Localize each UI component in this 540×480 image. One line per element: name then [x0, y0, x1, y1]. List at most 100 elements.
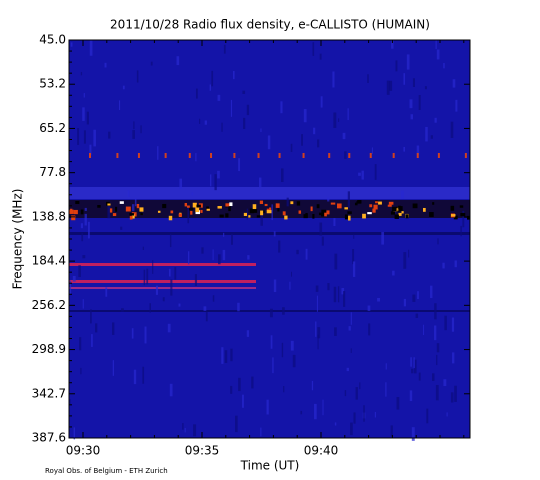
spectrogram-texture: [82, 299, 84, 309]
spectrogram-texture: [417, 291, 419, 300]
spectrogram-texture: [79, 337, 82, 351]
spectrogram-texture: [436, 354, 438, 366]
spectrogram-texture: [112, 213, 117, 217]
spectrogram-texture: [460, 225, 462, 237]
spectrogram-texture: [133, 369, 137, 385]
spectrogram-texture: [411, 427, 415, 441]
spectrogram-texture: [260, 128, 262, 133]
spectrogram-texture: [224, 350, 228, 363]
spectrogram-texture: [353, 234, 355, 239]
spectrogram-texture: [354, 202, 358, 206]
spectrogram-texture: [418, 372, 421, 381]
spectrogram-texture: [144, 326, 147, 344]
spectrogram-texture: [430, 285, 433, 299]
spectrogram-texture: [460, 212, 466, 217]
spectrogram-texture: [139, 207, 144, 212]
spectrogram-texture: [210, 153, 213, 158]
spectrogram-texture: [333, 286, 337, 303]
spectrogram-texture: [330, 202, 336, 205]
spectrogram-texture: [322, 399, 324, 416]
spectrogram-texture: [437, 238, 439, 245]
spectrogram-texture: [269, 207, 272, 211]
spectrogram-texture: [455, 99, 458, 112]
spectrogram-texture: [195, 207, 200, 213]
spectrogram-texture: [282, 211, 286, 216]
spectrogram-texture: [225, 203, 230, 207]
spectrogram-texture: [368, 323, 371, 336]
spectrogram-texture: [317, 327, 321, 339]
spectrogram-texture: [319, 222, 323, 236]
spectrogram-texture: [243, 117, 246, 129]
spectrogram-texture: [348, 326, 351, 331]
spectrogram-texture: [118, 100, 121, 111]
spectrogram-texture: [127, 190, 130, 198]
spectrogram-texture: [70, 42, 73, 47]
spectrogram-texture: [452, 352, 455, 364]
spectrogram-texture: [80, 71, 83, 76]
spectrogram-texture: [206, 206, 209, 210]
spectrogram-texture: [369, 153, 372, 158]
spectrogram-texture: [333, 218, 336, 227]
spectrogram-texture: [82, 107, 85, 121]
spectrogram-texture: [195, 153, 197, 162]
spectrogram-texture: [452, 79, 456, 88]
spectrogram-texture: [129, 215, 133, 220]
spectrogram-texture: [167, 323, 171, 333]
spectrogram-texture: [89, 153, 91, 158]
spectrogram-texture: [406, 54, 410, 70]
spectrogram-texture: [69, 399, 71, 406]
spectrogram-texture: [385, 382, 387, 397]
spectrogram-texture: [89, 309, 92, 324]
spectrogram-texture: [301, 134, 303, 146]
spectrogram-texture: [162, 203, 167, 209]
spectrogram-texture: [403, 146, 406, 152]
spectrogram-texture: [217, 94, 221, 101]
spectrogram-texture: [302, 153, 305, 158]
spectrogram-texture: [209, 84, 211, 91]
spectrogram-texture: [286, 197, 289, 207]
spectrogram-texture: [312, 42, 315, 56]
spectrogram-texture: [344, 390, 347, 397]
y-axis-label: Frequency (MHz): [11, 189, 25, 290]
spectrogram-texture: [327, 283, 330, 291]
spectrogram-texture: [367, 305, 371, 312]
spectrogram-texture: [451, 214, 456, 217]
spectrogram-texture: [334, 422, 337, 426]
spectrogram-texture: [217, 254, 221, 265]
spectrogram-texture: [184, 202, 188, 207]
y-tick-label: 65.2: [39, 121, 66, 135]
spectrogram-texture: [72, 275, 76, 282]
spectrogram-texture: [271, 204, 273, 221]
spectrogram-texture: [374, 164, 377, 180]
spectrogram-texture: [289, 281, 291, 290]
spectrogram-texture: [392, 270, 395, 276]
spectrogram-texture: [187, 251, 190, 265]
spectrogram-texture: [194, 274, 198, 287]
y-tick-label: 45.0: [39, 33, 66, 47]
spectrogram-texture: [235, 415, 238, 433]
spectrogram-texture: [363, 405, 365, 422]
spectrogram-texture: [369, 204, 373, 208]
spectrogram-texture: [119, 201, 124, 204]
spectrogram-texture: [321, 213, 326, 217]
spectrogram-texture: [344, 207, 348, 210]
spectrogram-texture: [206, 208, 210, 211]
spectrogram-texture: [140, 125, 142, 134]
spectrogram-texture: [195, 88, 198, 99]
spectrogram-texture: [230, 385, 233, 394]
spectrogram-texture: [259, 200, 264, 205]
spectrogram-texture: [178, 303, 181, 307]
spectrogram-texture: [132, 130, 136, 139]
spectrogram-texture: [84, 207, 87, 211]
spectrogram-texture: [371, 147, 373, 154]
spectrogram-texture: [429, 212, 434, 217]
spectrogram-texture: [430, 135, 433, 139]
spectrogram-texture: [459, 205, 464, 208]
spectrogram-texture: [437, 153, 440, 158]
spectrogram-texture: [373, 204, 378, 210]
spectrogram-texture: [277, 208, 280, 212]
spectrogram-texture: [83, 130, 86, 144]
spectrogram-texture: [338, 118, 340, 122]
spectrogram-texture: [108, 131, 111, 139]
spectrogram-texture: [290, 271, 293, 277]
